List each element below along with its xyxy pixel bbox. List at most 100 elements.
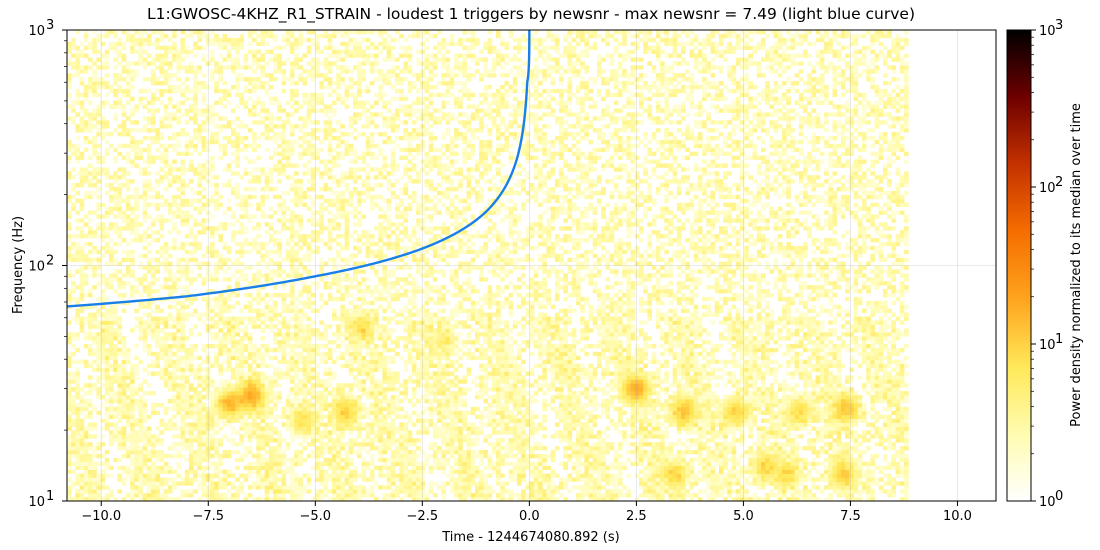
heatmap-cell (235, 398, 240, 404)
heatmap-cell (75, 457, 81, 463)
heatmap-cell (420, 473, 425, 478)
heatmap-cell (697, 418, 703, 423)
heatmap-cell (361, 442, 367, 447)
heatmap-cell (277, 457, 282, 463)
heatmap-cell (281, 371, 287, 376)
heatmap-cell (142, 453, 148, 459)
heatmap-cell (121, 426, 127, 431)
heatmap-cell (887, 379, 892, 384)
heatmap-cell (512, 395, 518, 400)
heatmap-cell (765, 469, 770, 474)
heatmap-cell (803, 395, 808, 400)
heatmap-cell (470, 438, 476, 443)
heatmap-cell (252, 406, 257, 412)
heatmap-cell (874, 414, 880, 419)
heatmap-cell (643, 395, 648, 400)
heatmap-cell (319, 446, 324, 451)
heatmap-cell (163, 363, 169, 368)
heatmap-cell (660, 465, 665, 471)
heatmap-cell (525, 402, 531, 408)
heatmap-cell (319, 477, 324, 482)
heatmap-cell (399, 426, 404, 431)
heatmap-cell (167, 446, 173, 451)
heatmap-cell (592, 395, 598, 400)
heatmap-cell (113, 497, 118, 501)
heatmap-cell (319, 406, 324, 412)
heatmap-cell (235, 387, 240, 392)
heatmap-cell (491, 383, 497, 388)
heatmap-cell (441, 449, 446, 455)
heatmap-cell (643, 391, 648, 396)
heatmap-cell (601, 438, 606, 443)
heatmap-cell (723, 457, 728, 463)
heatmap-cell (580, 434, 585, 439)
heatmap-cell (113, 430, 118, 435)
heatmap-cell (306, 406, 312, 412)
heatmap-cell (512, 422, 518, 427)
heatmap-cell (697, 449, 703, 455)
heatmap-cell (289, 457, 295, 463)
heatmap-cell (453, 493, 459, 498)
heatmap-cell (622, 375, 627, 380)
heatmap-cell (239, 442, 245, 447)
heatmap-cell (622, 402, 627, 408)
heatmap-cell (639, 446, 644, 451)
heatmap-cell (739, 367, 745, 372)
heatmap-cell (449, 469, 455, 474)
heatmap-cell (67, 489, 72, 494)
heatmap-cell (874, 379, 880, 384)
heatmap-cell (399, 422, 404, 427)
heatmap-cell (256, 410, 261, 416)
heatmap-cell (92, 406, 97, 412)
heatmap-cell (592, 465, 598, 471)
heatmap-cell (836, 461, 842, 467)
heatmap-cell (731, 489, 737, 494)
heatmap-cell (706, 371, 711, 376)
heatmap-cell (167, 469, 173, 474)
heatmap-cell (428, 485, 434, 490)
heatmap-cell (605, 446, 610, 451)
heatmap-cell (559, 414, 564, 419)
heatmap-cell (369, 395, 375, 400)
heatmap-cell (575, 442, 581, 447)
heatmap-cell (504, 449, 510, 455)
heatmap-cell (685, 414, 690, 419)
heatmap-cell (407, 481, 413, 486)
heatmap-cell (689, 449, 695, 455)
heatmap-cell (226, 367, 232, 372)
heatmap-cell (432, 453, 438, 459)
heatmap-cell (790, 438, 796, 443)
heatmap-cell (609, 402, 615, 408)
heatmap-cell (319, 434, 324, 439)
heatmap-cell (130, 379, 135, 384)
heatmap-cell (630, 434, 636, 439)
heatmap-cell (420, 465, 425, 471)
heatmap-cell (714, 367, 720, 372)
heatmap-cell (390, 383, 396, 388)
heatmap-cell (382, 406, 388, 412)
heatmap-cell (462, 375, 467, 380)
heatmap-cell (849, 489, 854, 494)
heatmap-cell (163, 465, 169, 471)
heatmap-cell (344, 398, 350, 404)
heatmap-cell (824, 375, 829, 380)
heatmap-cell (336, 410, 341, 416)
heatmap-cell (664, 387, 669, 392)
heatmap-cell (491, 449, 497, 455)
heatmap-cell (891, 446, 897, 451)
heatmap-cell (727, 481, 732, 486)
heatmap-cell (125, 465, 131, 471)
heatmap-cell (634, 398, 640, 404)
heatmap-cell (336, 493, 341, 498)
heatmap-cell (475, 414, 480, 419)
heatmap-cell (655, 422, 661, 427)
heatmap-cell (891, 375, 897, 380)
heatmap-cell (294, 434, 299, 439)
heatmap-cell (803, 402, 808, 408)
heatmap-cell (201, 375, 207, 380)
heatmap-cell (668, 446, 674, 451)
heatmap-cell (104, 485, 110, 490)
heatmap-cell (693, 375, 699, 380)
heatmap-cell (845, 402, 850, 408)
heatmap-cell (685, 461, 690, 467)
